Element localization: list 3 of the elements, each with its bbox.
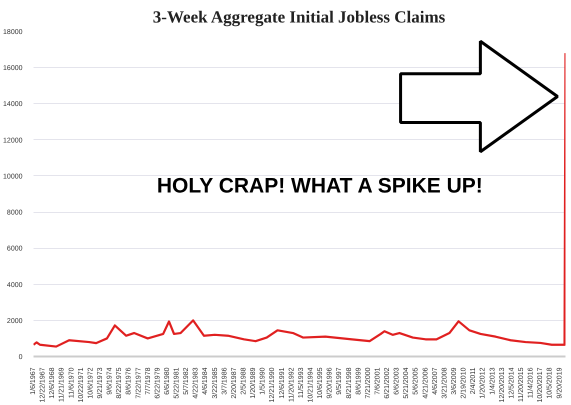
chart-title: 3-Week Aggregate Initial Jobless Claims (152, 8, 446, 26)
line-series (34, 52, 566, 348)
annotation: HOLY CRAP! WHAT A SPIKE UP! (156, 174, 483, 198)
